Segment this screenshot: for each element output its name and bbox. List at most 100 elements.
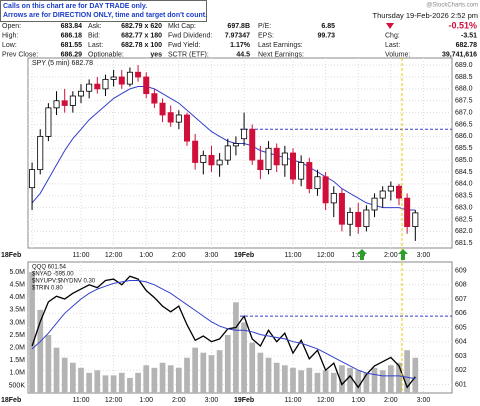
volume-bar bbox=[233, 302, 239, 393]
volume-bar bbox=[208, 355, 215, 393]
quote-label: Fwd Dividend: bbox=[168, 32, 212, 39]
x-tick-label: 12:00 bbox=[105, 397, 123, 404]
left-tick-label: 2.0M bbox=[9, 344, 25, 351]
right-tick-label: 686.5 bbox=[455, 121, 473, 128]
volume-bar bbox=[314, 372, 321, 393]
volume-bar bbox=[379, 370, 386, 393]
volume-bar bbox=[224, 335, 231, 393]
candle-body bbox=[183, 114, 191, 142]
x-tick-label: 12:00 bbox=[317, 397, 335, 404]
candle-body bbox=[265, 147, 272, 171]
change-percent: -0.51% bbox=[448, 20, 477, 30]
quote-value: yes bbox=[150, 51, 162, 58]
volume-bar bbox=[37, 309, 44, 393]
volume-bar bbox=[306, 367, 313, 393]
candle-body bbox=[412, 212, 419, 228]
volume-bar bbox=[290, 367, 296, 393]
quote-label: Mkt Cap: bbox=[168, 23, 196, 30]
volume-bar bbox=[404, 350, 411, 393]
quote-value: 1.17% bbox=[230, 42, 251, 49]
quote-label: Optionable: bbox=[88, 51, 124, 58]
candle-body bbox=[404, 197, 411, 228]
right-tick-label: 684.0 bbox=[455, 181, 473, 188]
summary-label: Last: bbox=[385, 42, 400, 49]
summary-value: -3.51 bbox=[461, 32, 477, 39]
plot-frame bbox=[27, 57, 453, 249]
candle-body bbox=[77, 90, 85, 97]
right-tick-label: 687.0 bbox=[455, 109, 473, 116]
volume-bar bbox=[143, 365, 150, 393]
volume-bar bbox=[363, 372, 370, 393]
quote-value: 6.85 bbox=[321, 23, 335, 30]
volume-bar bbox=[347, 367, 353, 393]
volume-bar bbox=[249, 342, 256, 393]
quote-value: 683.84 bbox=[61, 23, 83, 30]
right-tick-label: 685.5 bbox=[455, 145, 473, 152]
right-tick-label: 603 bbox=[455, 353, 467, 360]
candle-body bbox=[175, 114, 182, 123]
quote-label: P/E: bbox=[258, 23, 271, 30]
candle-body bbox=[126, 71, 133, 85]
candle-body bbox=[118, 76, 125, 85]
volume-bar bbox=[192, 347, 199, 393]
candle-body bbox=[61, 100, 68, 106]
x-tick-label: 2:00 bbox=[172, 252, 186, 259]
quote-label: Open: bbox=[2, 23, 21, 30]
right-tick-label: 686.0 bbox=[455, 133, 473, 140]
volume-bar bbox=[110, 375, 117, 393]
moving-average bbox=[31, 86, 416, 211]
summary-label: Chg: bbox=[385, 32, 400, 39]
volume-bar bbox=[281, 365, 288, 393]
x-tick-label: 3:00 bbox=[205, 252, 219, 259]
candle-body bbox=[363, 209, 370, 228]
note-line: Arrows are for DIRECTION ONLY, time and … bbox=[3, 12, 207, 19]
left-tick-label: 500K bbox=[9, 382, 26, 389]
quote-value: 697.8B bbox=[227, 23, 250, 30]
candle-body bbox=[298, 162, 305, 180]
quote-value: 682.78 x 100 bbox=[121, 42, 162, 49]
candle-body bbox=[167, 112, 174, 123]
candle-body bbox=[224, 145, 231, 161]
candle-body bbox=[53, 100, 60, 109]
quote-label: Fwd Yield: bbox=[168, 42, 200, 49]
candle-body bbox=[241, 128, 248, 140]
right-tick-label: 684.5 bbox=[455, 169, 473, 176]
volume-bar bbox=[257, 352, 264, 393]
down-triangle bbox=[386, 23, 394, 29]
summary-value: 682.78 bbox=[456, 42, 478, 49]
volume-bar bbox=[330, 372, 337, 393]
volume-bar bbox=[69, 362, 76, 393]
right-tick-label: 685.0 bbox=[455, 157, 473, 164]
candle-body bbox=[216, 159, 223, 166]
candle-body bbox=[387, 185, 394, 192]
legend: $NYUPV:$NYDNV 0.30 bbox=[32, 279, 96, 285]
right-tick-label: 682.5 bbox=[455, 216, 473, 223]
legend: $TRIN 0.80 bbox=[32, 286, 63, 292]
quote-value: 686.29 bbox=[61, 51, 83, 58]
x-tick-label: 11:00 bbox=[73, 397, 90, 404]
candle-body bbox=[347, 211, 354, 225]
x-tick-label: 1:00 bbox=[351, 397, 365, 404]
quote-value: 686.18 bbox=[61, 32, 83, 39]
candle-body bbox=[45, 107, 52, 137]
volume-bar bbox=[387, 365, 394, 393]
watermark: @StockCharts.com bbox=[426, 3, 478, 9]
volume-bar bbox=[167, 365, 174, 393]
volume-bar bbox=[371, 367, 378, 393]
right-tick-label: 681.5 bbox=[455, 240, 473, 247]
candle-body bbox=[159, 102, 166, 116]
volume-bar bbox=[118, 372, 125, 393]
candle-body bbox=[379, 190, 386, 199]
note-box bbox=[0, 0, 207, 22]
candle-body bbox=[208, 154, 215, 166]
x-tick-label: 2:00 bbox=[172, 397, 186, 404]
volume-bar bbox=[216, 350, 223, 393]
candle-body bbox=[102, 78, 109, 90]
candle-body bbox=[69, 95, 76, 106]
left-tick-label: 5.0M bbox=[9, 269, 25, 276]
quote-label: High: bbox=[2, 32, 18, 39]
x-tick-label: 11:00 bbox=[285, 252, 302, 259]
candle-body bbox=[86, 83, 93, 92]
volume-bar bbox=[29, 272, 35, 393]
